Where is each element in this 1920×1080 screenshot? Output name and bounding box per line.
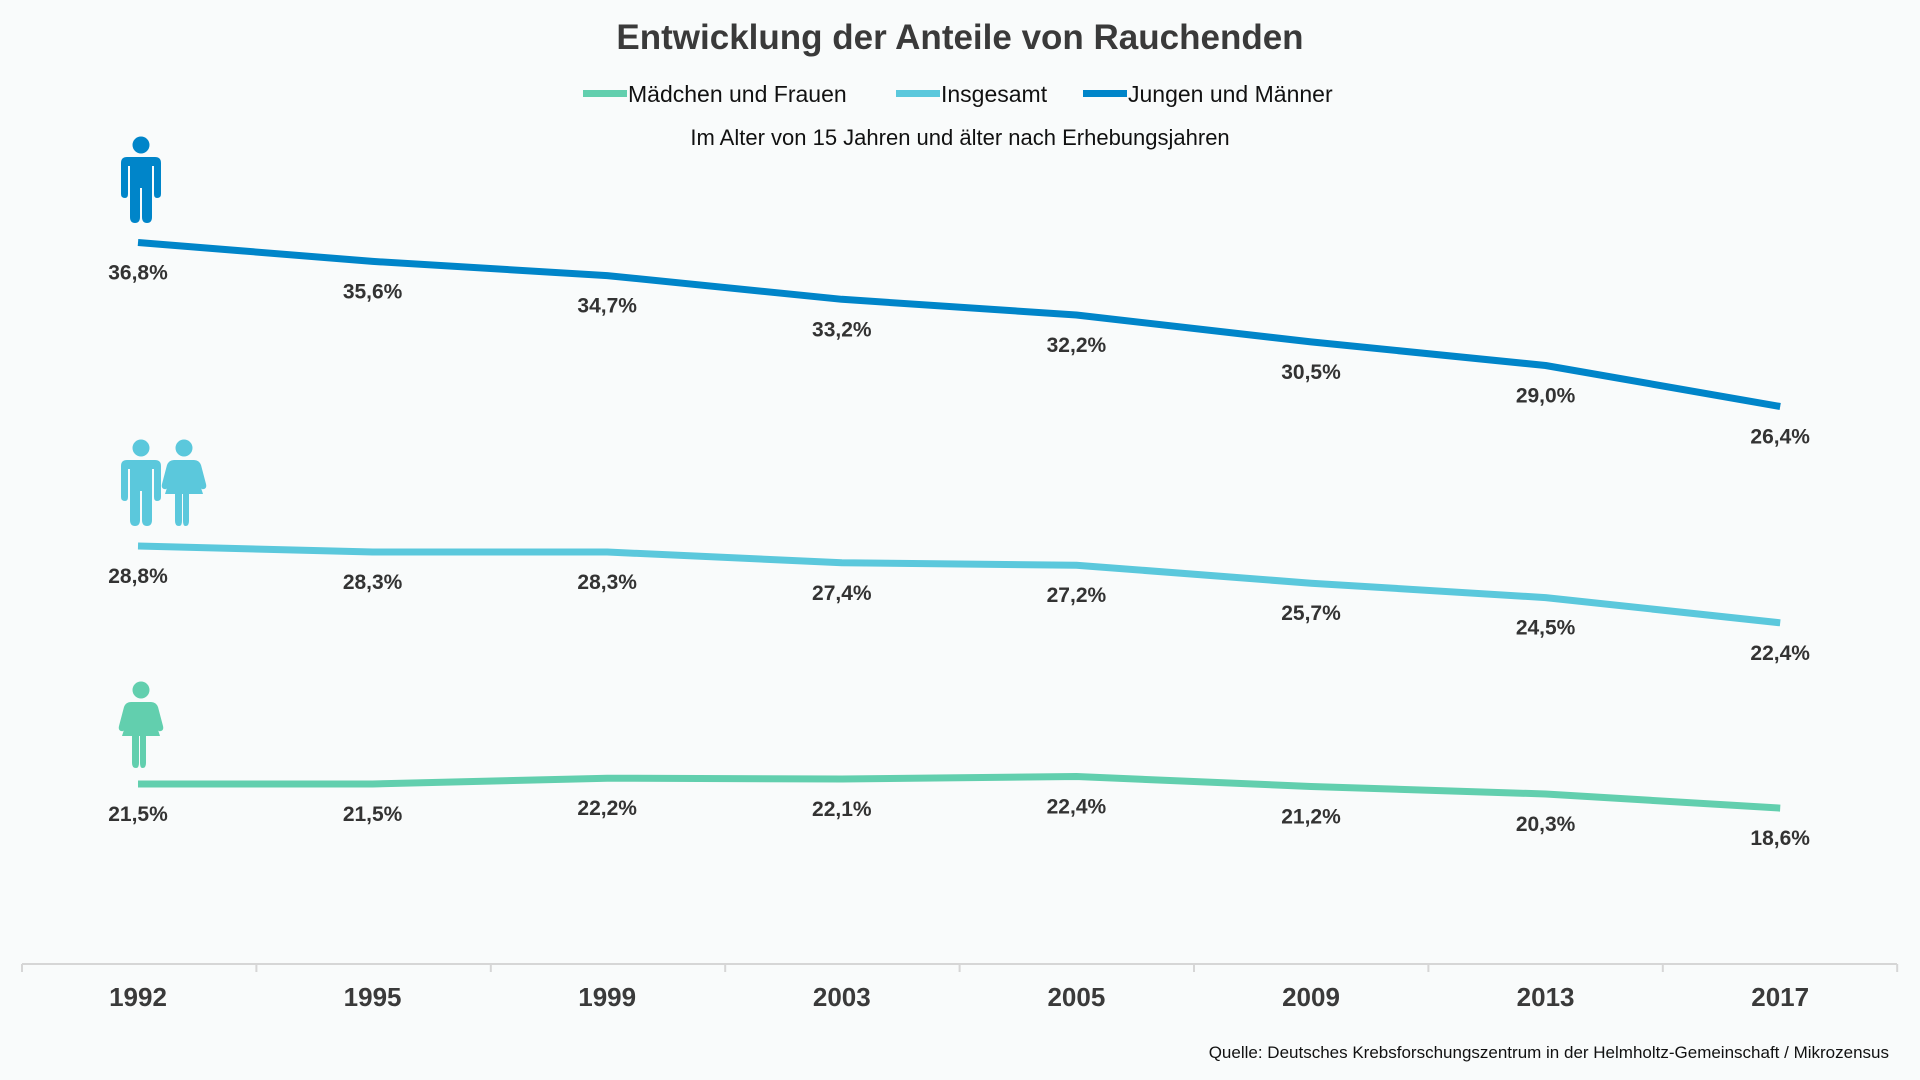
data-label: 29,0%	[1516, 385, 1576, 408]
chart-subtitle: Im Alter von 15 Jahren und älter nach Er…	[690, 125, 1229, 150]
data-label: 32,2%	[1047, 334, 1107, 357]
data-label: 28,8%	[108, 565, 168, 588]
data-label: 30,5%	[1281, 361, 1341, 384]
x-tick-label: 1995	[344, 982, 402, 1012]
data-label: 27,4%	[812, 582, 872, 605]
data-label: 28,3%	[577, 571, 637, 594]
data-label: 33,2%	[812, 318, 872, 341]
man-and-woman-icon	[121, 439, 207, 526]
source-note: Quelle: Deutsches Krebsforschungszentrum…	[1209, 1043, 1889, 1062]
chart-title: Entwicklung der Anteile von Rauchenden	[616, 18, 1303, 57]
woman-icon	[118, 681, 164, 768]
man-icon	[121, 136, 161, 223]
data-label: 22,4%	[1047, 796, 1107, 819]
data-label: 27,2%	[1047, 584, 1107, 607]
data-label: 18,6%	[1750, 827, 1810, 850]
data-label: 22,1%	[812, 798, 872, 821]
x-tick-label: 1992	[109, 982, 167, 1012]
legend-swatch	[583, 90, 627, 97]
legend-label: Jungen und Männer	[1128, 81, 1333, 107]
data-label: 26,4%	[1750, 426, 1810, 449]
series-0: 21,5% 21,5% 22,2% 22,1% 22,4% 21,2% 20,3% 18,6%	[108, 773, 1810, 850]
x-tick-label: 2009	[1282, 982, 1340, 1012]
data-label: 35,6%	[343, 280, 403, 303]
data-label: 34,7%	[577, 295, 637, 318]
x-tick-label: 2013	[1517, 982, 1575, 1012]
data-label: 25,7%	[1281, 602, 1341, 625]
x-tick-label: 2005	[1047, 982, 1105, 1012]
legend-swatch	[896, 90, 940, 97]
data-label: 21,2%	[1281, 805, 1341, 828]
series-layer: 21,5% 21,5% 22,2% 22,1% 22,4% 21,2% 20,3% 18,6%…	[108, 239, 1810, 850]
data-label: 21,5%	[343, 803, 403, 826]
series-line	[137, 542, 1781, 627]
data-label: 36,8%	[108, 262, 168, 285]
legend-item: Insgesamt	[896, 81, 1048, 107]
data-label: 28,3%	[343, 571, 403, 594]
data-label: 20,3%	[1516, 813, 1576, 836]
legend-item: Mädchen und Frauen	[583, 81, 847, 107]
series-line	[138, 773, 1781, 812]
series-2: 36,8% 35,6% 34,7% 33,2% 32,2% 30,5% 29,0% 26,4%	[108, 239, 1810, 449]
series-line	[137, 239, 1781, 410]
legend-swatch	[1083, 90, 1127, 97]
legend: Mädchen und Frauen Insgesamt Jungen und Mä…	[583, 81, 1333, 107]
series-1: 28,8% 28,3% 28,3% 27,4% 27,2% 25,7% 24,5% 22,4%	[108, 542, 1810, 665]
x-tick-label: 2003	[813, 982, 871, 1012]
x-tick-label: 1999	[578, 982, 636, 1012]
data-label: 21,5%	[108, 803, 168, 826]
data-label: 22,4%	[1750, 642, 1810, 665]
legend-label: Insgesamt	[941, 81, 1048, 107]
data-label: 24,5%	[1516, 617, 1576, 640]
legend-item: Jungen und Männer	[1083, 81, 1333, 107]
data-label: 22,2%	[577, 797, 637, 820]
legend-label: Mädchen und Frauen	[628, 81, 847, 107]
x-tick-label: 2017	[1751, 982, 1809, 1012]
x-axis: 1992 1995 1999 2003 2005 2009 2013 2017	[21, 963, 1899, 1012]
